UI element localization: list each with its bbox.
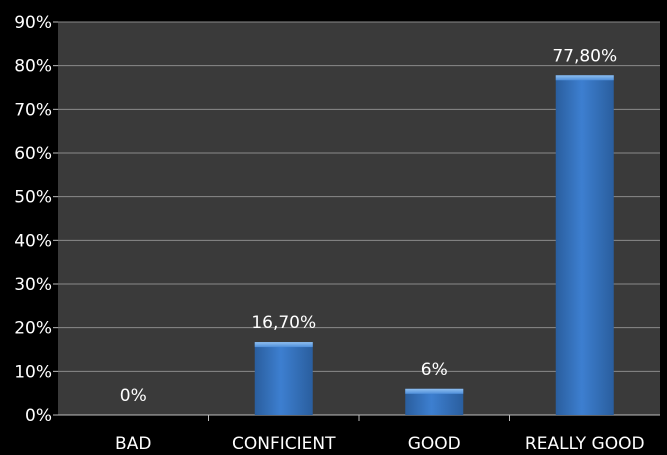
y-tick-label: 40% — [14, 231, 52, 251]
y-tick-label: 60% — [14, 144, 52, 164]
data-label: 6% — [421, 360, 448, 380]
bar-cap — [254, 342, 313, 348]
y-tick-label: 0% — [25, 406, 52, 426]
bar-cap — [405, 388, 464, 394]
bar-cap — [555, 75, 614, 81]
category-label: BAD — [115, 434, 151, 454]
category-label: GOOD — [408, 434, 461, 454]
y-tick-label: 30% — [14, 275, 52, 295]
y-tick-label: 80% — [14, 57, 52, 77]
category-label: REALLY GOOD — [525, 434, 645, 454]
bar — [555, 75, 614, 416]
bar — [254, 342, 313, 415]
y-tick-label: 90% — [14, 13, 52, 33]
y-tick-label: 70% — [14, 100, 52, 120]
category-label: CONFICIENT — [232, 434, 336, 454]
data-label: 0% — [120, 386, 147, 406]
y-tick-label: 10% — [14, 362, 52, 382]
data-label: 16,70% — [251, 313, 316, 333]
y-tick-label: 20% — [14, 319, 52, 339]
data-label: 77,80% — [552, 46, 617, 66]
y-tick-label: 50% — [14, 188, 52, 208]
